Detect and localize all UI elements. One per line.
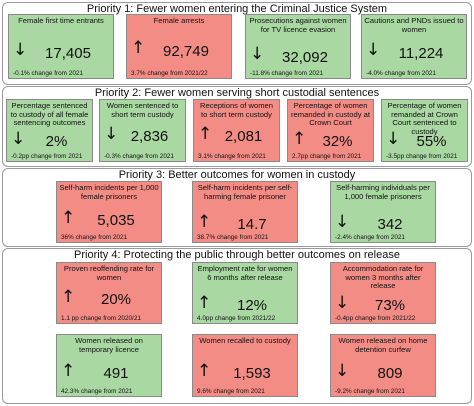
kpi-label: Women released on temporary licence: [75, 336, 143, 354]
arrow-down-icon: ↓: [335, 293, 350, 313]
kpi-label: Self-harm incidents per self-harming fem…: [197, 183, 293, 201]
arrow-up-icon: ↑: [197, 293, 212, 313]
kpi-change: -0.1% change from 2021: [13, 70, 83, 77]
kpi-card-self-harm-per-1000: Self-harm incidents per 1,000 female pri…: [56, 181, 162, 243]
arrow-down-icon: ↓: [335, 212, 350, 232]
arrow-down-icon: ↓: [366, 40, 381, 60]
arrow-up-icon: ↑: [131, 38, 146, 58]
kpi-change: -0.3% change from 2021: [104, 153, 174, 160]
kpi-card-accommodation-rate: Accommodation rate for women 3 months af…: [330, 262, 436, 324]
kpi-card-women-sentenced-short-term: Women sentenced to short term custody ↓ …: [99, 99, 186, 162]
kpi-card-proven-reoffending: Proven reoffending rate for women ↑ 20% …: [56, 262, 162, 324]
kpi-value: 11,224: [398, 45, 444, 62]
kpi-card-temporary-licence: Women released on temporary licence ↑ 49…: [56, 334, 162, 397]
kpi-change: 36% change from 2021: [61, 234, 128, 241]
arrow-down-icon: ↓: [250, 44, 265, 64]
arrow-down-icon: ↓: [13, 40, 28, 60]
kpi-change: 38.7% change from 2021: [197, 234, 269, 241]
arrow-down-icon: ↓: [335, 361, 350, 381]
kpi-change: 3.7% change from 2021/22: [131, 70, 208, 77]
kpi-card-recalled-to-custody: Women recalled to custody ↑ 1,593 9.6% c…: [192, 334, 298, 397]
kpi-value: 1,593: [233, 365, 271, 382]
kpi-label: Self-harming individuals per 1,000 femal…: [336, 183, 430, 201]
kpi-value: 809: [377, 365, 403, 382]
kpi-change: 3.1% change from 2021: [198, 153, 266, 160]
kpi-card-self-harming-individuals: Self-harming individuals per 1,000 femal…: [330, 181, 436, 243]
kpi-value: 12%: [236, 297, 268, 314]
kpi-change: 1.1 pp change from 2020/21: [61, 315, 141, 322]
arrow-up-icon: ↑: [61, 208, 76, 228]
kpi-change: -3.5pp change from 2021: [386, 153, 458, 160]
kpi-value: 32%: [322, 133, 353, 150]
arrow-up-icon: ↑: [197, 212, 212, 232]
kpi-label: Employment rate for women 6 months after…: [197, 264, 293, 282]
kpi-value: 92,749: [163, 43, 209, 60]
kpi-label: Female arrests: [153, 16, 205, 25]
kpi-label: Female first time entrants: [18, 16, 104, 25]
kpi-card-employment-rate: Employment rate for women 6 months after…: [192, 262, 298, 324]
priority-4-title: Priority 4: Protecting the public throug…: [74, 249, 400, 261]
kpi-label: Accommodation rate for women 3 months af…: [342, 264, 424, 291]
kpi-label: Women recalled to custody: [199, 336, 291, 345]
kpi-card-self-harm-per-prisoner: Self-harm incidents per self-harming fem…: [192, 181, 298, 243]
kpi-change: 9.6% change from 2021: [197, 388, 265, 395]
priority-1-title: Priority 1: Fewer women entering the Cri…: [86, 3, 388, 15]
arrow-up-icon: ↑: [292, 129, 307, 149]
kpi-card-percentage-sentenced-to-custody: Percentage sentenced to custody of all f…: [6, 99, 93, 162]
kpi-value: 491: [103, 365, 129, 382]
kpi-value: 5,035: [97, 212, 135, 229]
kpi-label: Cautions and PNDs issued to women: [364, 16, 464, 34]
kpi-label: Self-harm incidents per 1,000 female pri…: [59, 183, 159, 201]
kpi-card-tv-licence-prosecutions: Prosecutions against women for TV licenc…: [245, 14, 351, 79]
kpi-change: -4.0% change from 2021: [366, 70, 436, 77]
kpi-value: 14.7: [237, 216, 267, 233]
kpi-value: 17,405: [45, 45, 91, 62]
priority-3-title: Priority 3: Better outcomes for women in…: [118, 169, 356, 181]
arrow-down-icon: ↓: [11, 129, 26, 149]
kpi-label: Women sentenced to short term custody: [106, 101, 179, 119]
kpi-card-remanded-crown-court: Percentage of women remanded in custody …: [287, 99, 374, 162]
kpi-change: 42.3% change from 2021: [61, 388, 133, 395]
kpi-label: Percentage of women remanded at Crown Co…: [387, 101, 462, 136]
arrow-down-icon: ↓: [386, 129, 401, 149]
kpi-label: Percentage sentenced to custody of all f…: [10, 101, 89, 128]
kpi-change: -0.4pp change from 2021/22: [335, 315, 416, 322]
kpi-label: Women released on home detention curfew: [338, 336, 428, 354]
kpi-label: Receptions of women to short term custod…: [199, 101, 274, 119]
kpi-card-home-detention-curfew: Women released on home detention curfew …: [330, 334, 436, 397]
kpi-card-receptions-short-term: Receptions of women to short term custod…: [193, 99, 280, 162]
kpi-value: 2%: [45, 133, 68, 150]
kpi-label: Proven reoffending rate for women: [63, 264, 155, 282]
kpi-value: 342: [377, 216, 403, 233]
kpi-value: 55%: [416, 133, 447, 150]
kpi-card-female-first-time-entrants: Female first time entrants ↓ 17,405 -0.1…: [8, 14, 114, 79]
kpi-change: 4.0pp change from 2021/22: [197, 315, 276, 322]
kpi-value: 2,081: [224, 128, 263, 145]
arrow-up-icon: ↑: [61, 287, 76, 307]
kpi-value: 73%: [374, 297, 406, 314]
kpi-value: 20%: [100, 291, 132, 308]
arrow-up-icon: ↑: [197, 361, 212, 381]
kpi-card-cautions-pnds: Cautions and PNDs issued to women ↓ 11,2…: [361, 14, 467, 79]
kpi-change: -11.8% change from 2021: [250, 70, 324, 77]
kpi-change: -9.2% change from 2021: [335, 388, 405, 395]
kpi-change: -2.4% change from 2021: [335, 234, 405, 241]
arrow-up-icon: ↑: [198, 124, 213, 144]
arrow-down-icon: ↓: [104, 124, 119, 144]
kpi-change: 2.7pp change from 2021: [292, 153, 362, 160]
arrow-up-icon: ↑: [61, 361, 76, 381]
kpi-label: Prosecutions against women for TV licenc…: [249, 16, 347, 34]
kpi-value: 32,092: [282, 49, 328, 66]
kpi-card-female-arrests: Female arrests ↑ 92,749 3.7% change from…: [126, 14, 232, 79]
kpi-value: 2,836: [130, 128, 169, 145]
kpi-card-remanded-sentenced-custody: Percentage of women remanded at Crown Co…: [381, 99, 468, 162]
priority-2-title: Priority 2: Fewer women serving short cu…: [94, 87, 380, 99]
kpi-change: -0.2pp change from 2021: [11, 153, 83, 160]
kpi-label: Percentage of women remanded in custody …: [291, 101, 370, 128]
